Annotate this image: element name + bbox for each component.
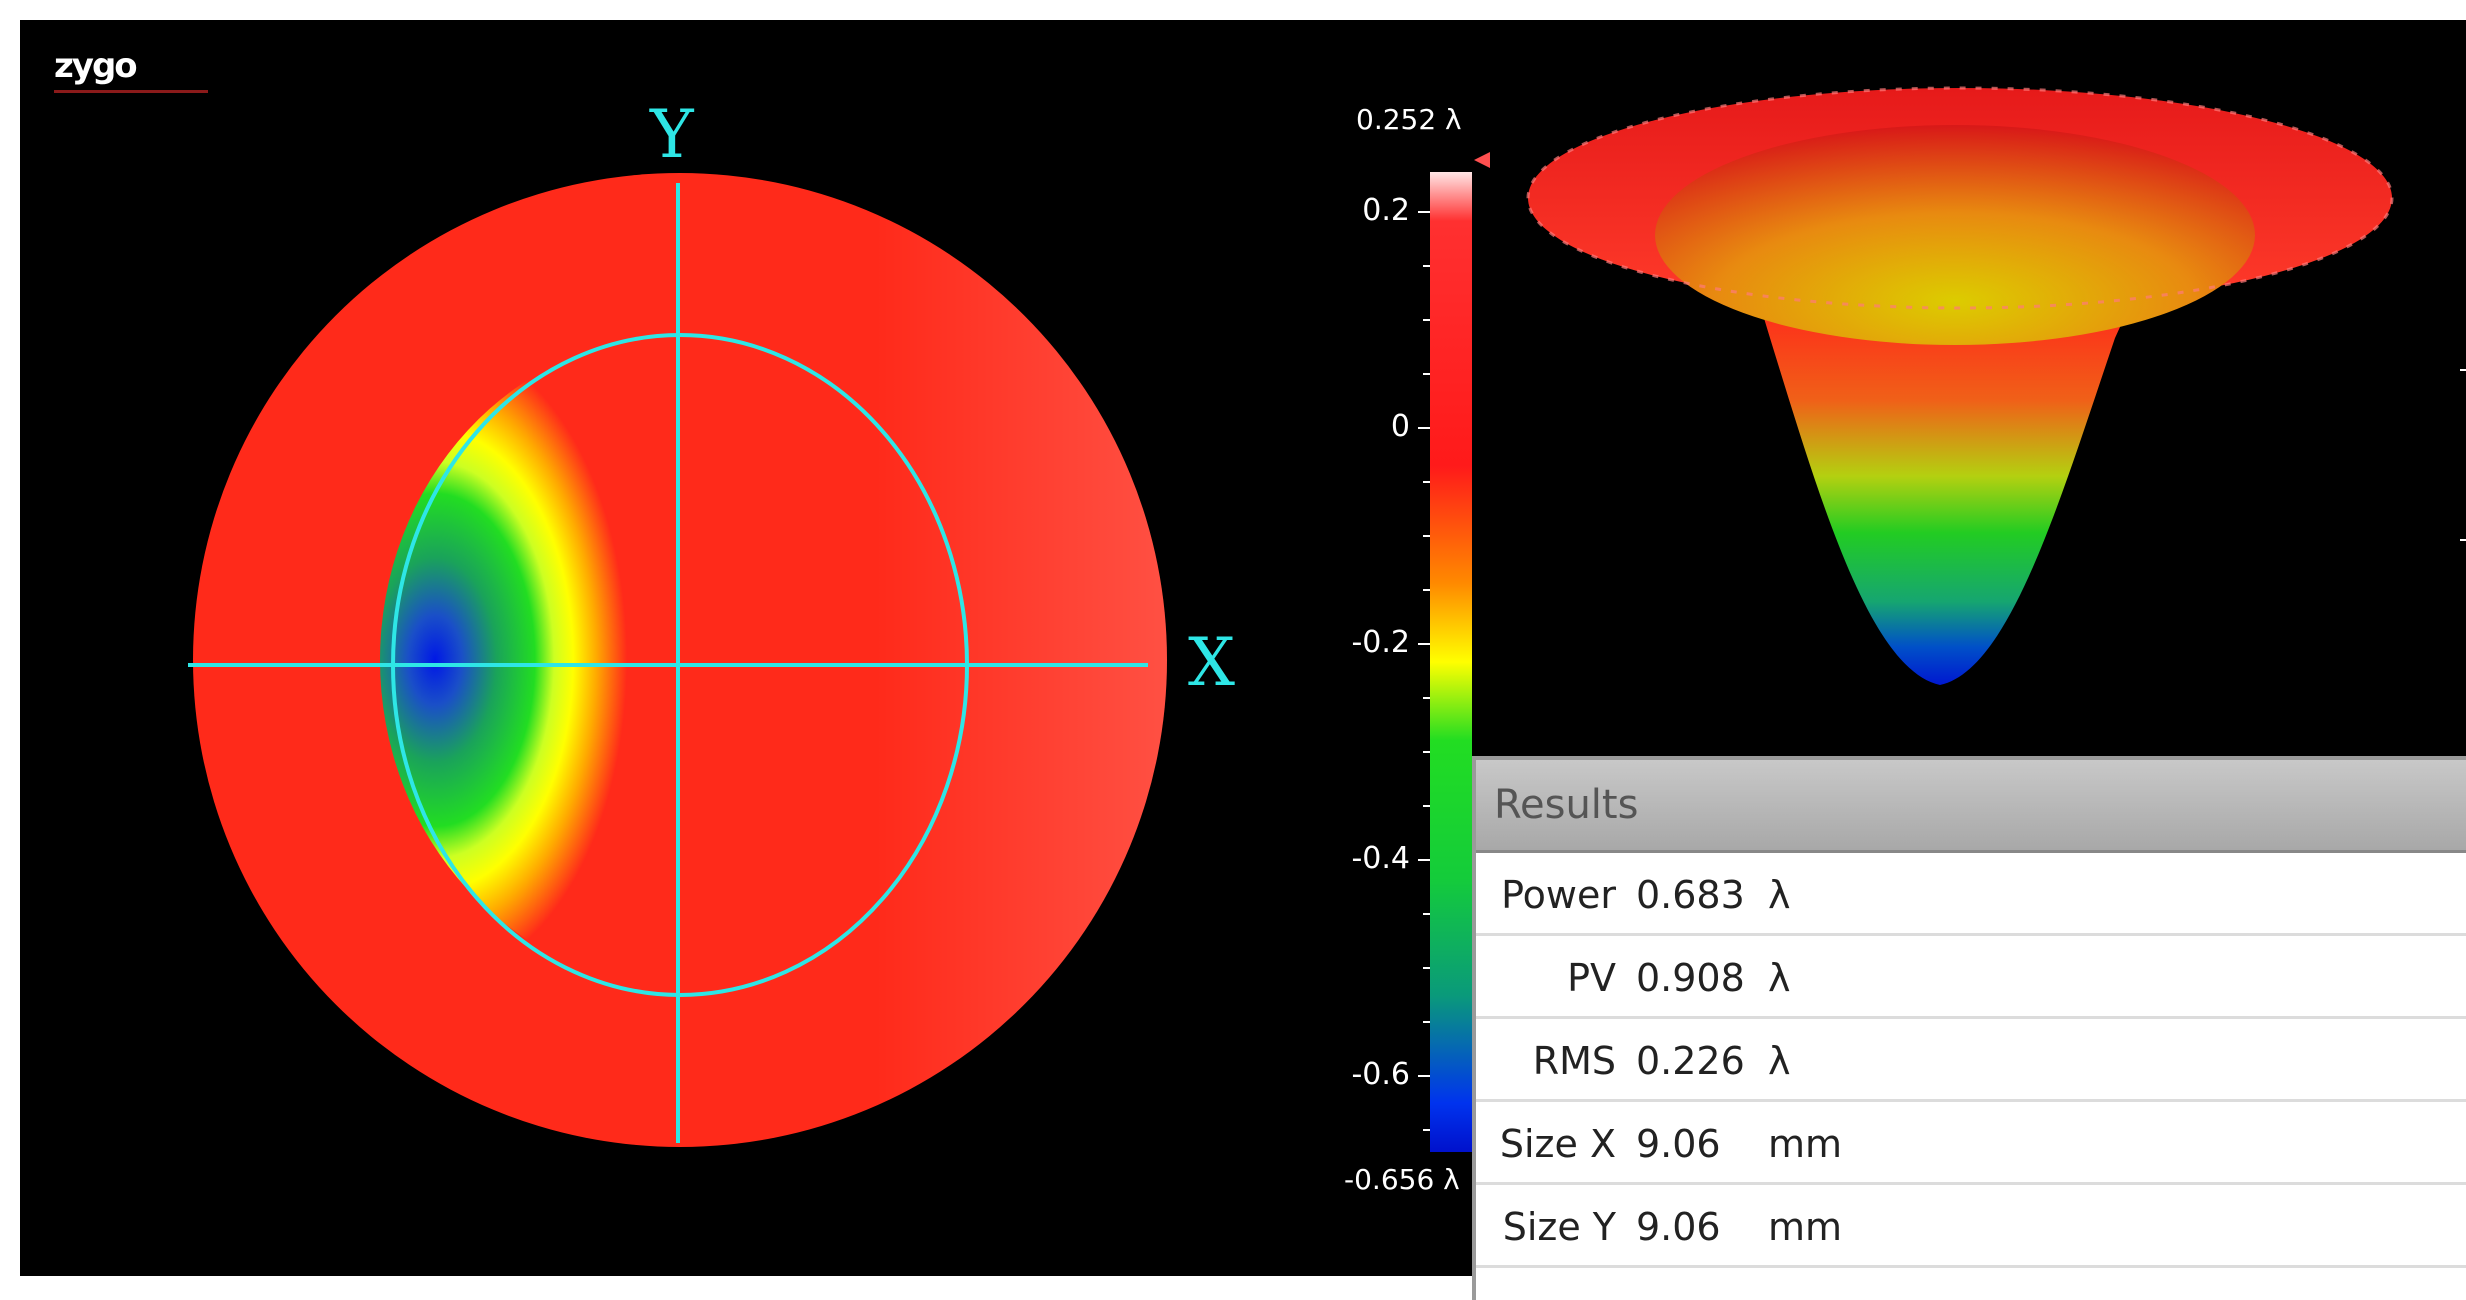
- colorbar-ticks: [1418, 211, 1430, 1131]
- result-name: Size Y: [1502, 1205, 1616, 1249]
- colorbar-tick-label: -0.4: [1351, 841, 1410, 876]
- colorbar-min-label: -0.656 λ: [1344, 1163, 1460, 1196]
- surface-map-2d: [188, 173, 1167, 1147]
- colorbar-tick-label: 0: [1390, 409, 1410, 444]
- colorbar-tick-label: -0.2: [1351, 625, 1410, 660]
- result-row-pv[interactable]: PV 0.908 λ: [1476, 936, 2466, 1019]
- result-unit: λ: [1768, 956, 1791, 1000]
- result-unit: mm: [1768, 1122, 1843, 1166]
- y-axis-label: Y: [650, 96, 694, 173]
- measurement-window: zygo: [20, 20, 2466, 1276]
- logo-underline: [54, 90, 208, 93]
- result-name: RMS: [1532, 1039, 1616, 1083]
- result-unit: λ: [1768, 873, 1791, 917]
- results-title[interactable]: Results: [1476, 760, 2466, 853]
- x-axis-label: X: [1188, 624, 1235, 701]
- colorbar-tick-label: 0.2: [1362, 193, 1410, 228]
- result-value: 9.06: [1636, 1122, 1721, 1166]
- results-panel: Results Power 0.683 λ PV 0.908 λ RMS 0.2…: [1472, 756, 2466, 1300]
- result-name: PV: [1567, 956, 1616, 1000]
- result-value: 9.06: [1636, 1205, 1721, 1249]
- zygo-logo: zygo: [54, 46, 138, 86]
- result-row-size-y[interactable]: Size Y 9.06 mm: [1476, 1185, 2466, 1268]
- result-value: 0.226: [1636, 1039, 1745, 1083]
- colorbar-max-label: 0.252 λ: [1356, 103, 1462, 136]
- result-row-rms[interactable]: RMS 0.226 λ: [1476, 1019, 2466, 1102]
- result-row-size-x[interactable]: Size X 9.06 mm: [1476, 1102, 2466, 1185]
- rim-texture: [1526, 86, 2394, 310]
- result-value: 0.908: [1636, 956, 1745, 1000]
- result-name: Power: [1501, 873, 1616, 917]
- result-name: Size X: [1499, 1122, 1616, 1166]
- colorbar-tick-label: -0.6: [1351, 1057, 1410, 1092]
- result-value: 0.683: [1636, 873, 1745, 917]
- surface-plot-3d: [1526, 86, 2466, 685]
- result-unit: λ: [1768, 1039, 1791, 1083]
- result-unit: mm: [1768, 1205, 1843, 1249]
- colorbar-max-marker[interactable]: [1474, 152, 1490, 168]
- surface-inner-bowl: [1655, 125, 2255, 345]
- color-scale-bar: [1430, 172, 1472, 1152]
- surface-map-view: [188, 86, 2466, 1147]
- surface-cone: [1760, 305, 2130, 685]
- result-row-power[interactable]: Power 0.683 λ: [1476, 853, 2466, 936]
